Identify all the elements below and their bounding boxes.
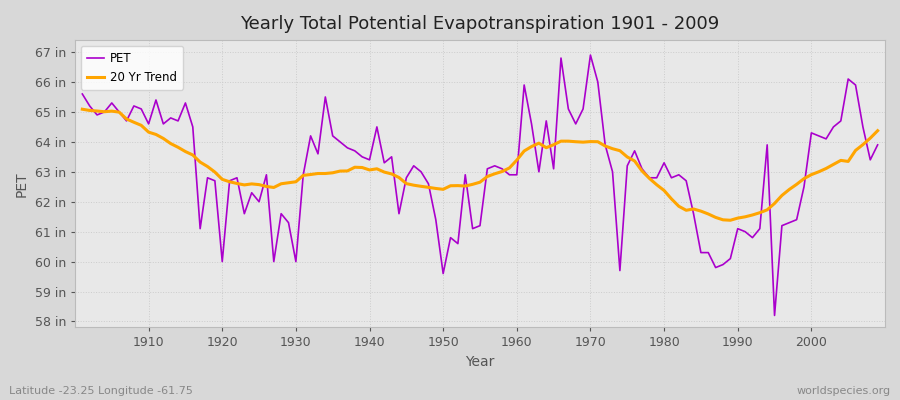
20 Yr Trend: [725, 218, 736, 223]
20 Yr Trend: [872, 128, 883, 133]
PET: [136, 106, 147, 111]
Line: PET: PET: [82, 55, 878, 316]
20 Yr Trend: [76, 107, 87, 112]
PET: [511, 172, 522, 177]
Text: Latitude -23.25 Longitude -61.75: Latitude -23.25 Longitude -61.75: [9, 386, 193, 396]
20 Yr Trend: [136, 123, 147, 128]
20 Yr Trend: [504, 166, 515, 170]
PET: [342, 146, 353, 150]
20 Yr Trend: [342, 168, 353, 173]
PET: [770, 313, 780, 318]
20 Yr Trend: [511, 158, 522, 162]
20 Yr Trend: [298, 173, 309, 178]
Legend: PET, 20 Yr Trend: PET, 20 Yr Trend: [81, 46, 184, 90]
PET: [504, 172, 515, 177]
PET: [298, 172, 309, 177]
PET: [76, 92, 87, 96]
PET: [872, 142, 883, 147]
20 Yr Trend: [599, 144, 610, 148]
Title: Yearly Total Potential Evapotranspiration 1901 - 2009: Yearly Total Potential Evapotranspiratio…: [240, 15, 720, 33]
Line: 20 Yr Trend: 20 Yr Trend: [82, 109, 878, 220]
X-axis label: Year: Year: [465, 355, 495, 369]
PET: [608, 169, 618, 174]
Y-axis label: PET: PET: [15, 171, 29, 196]
PET: [585, 53, 596, 58]
Text: worldspecies.org: worldspecies.org: [796, 386, 891, 396]
